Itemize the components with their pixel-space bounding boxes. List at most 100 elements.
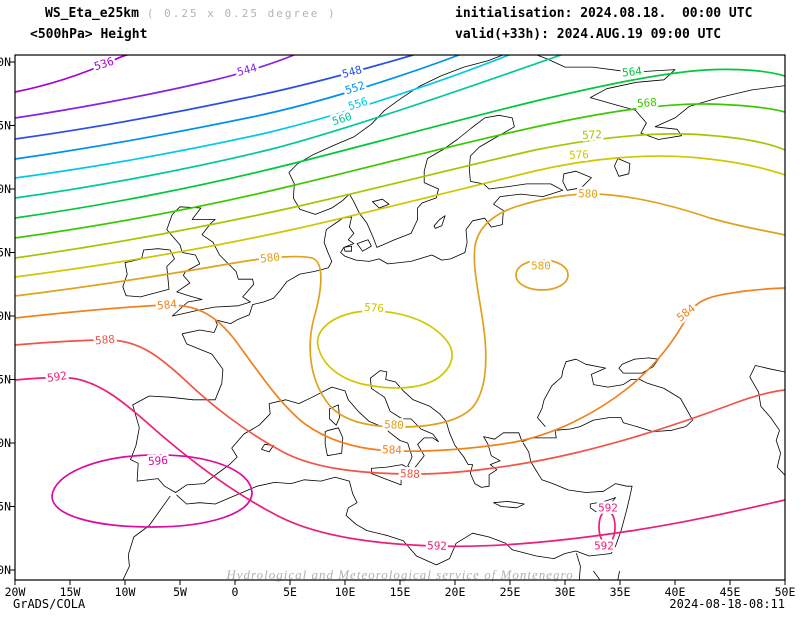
contour-label-568: 568 [637, 96, 658, 110]
x-tick-label: 15E [390, 585, 411, 599]
coastline-gulf-of-aqaba [617, 570, 620, 580]
contour-labels-layer: 536 544 5485525565605645685725765765805805… [44, 55, 701, 555]
contour-line-564 [15, 68, 785, 219]
contour-label-592: 592 [598, 502, 618, 515]
x-tick-label: 20E [445, 585, 466, 599]
contour-line-584 [15, 287, 785, 453]
contours-layer [15, 55, 785, 548]
coastline-lake-onega [614, 158, 631, 177]
x-tick-label: 0 [232, 585, 239, 599]
contour-line-572 [15, 133, 785, 259]
header-title-line: WS_Eta_e25km ( 0.25 x 0.25 degree ) [45, 6, 337, 21]
contour-label-592: 592 [594, 540, 614, 553]
y-tick-label: 30N [0, 563, 11, 577]
x-tick-label: 40E [665, 585, 686, 599]
contour-line-592 [598, 510, 616, 544]
coastline-gotland [433, 215, 446, 229]
creation-timestamp: 2024-08-18-08:11 [669, 597, 785, 611]
x-tick-label: 35E [610, 585, 631, 599]
x-tick-label: 25E [500, 585, 521, 599]
coastline-crete [493, 501, 525, 509]
x-tick-label: 45E [720, 585, 741, 599]
contour-line-596 [51, 454, 253, 528]
coastline-funen [343, 245, 352, 252]
x-tick-label: 30E [555, 585, 576, 599]
coastline-sicily [371, 464, 407, 486]
contour-line-556 [15, 55, 510, 179]
coastline-great-britain [166, 206, 255, 317]
coastline-corsica [329, 404, 340, 426]
contour-line-560 [15, 55, 562, 199]
contour-line-536 [15, 55, 128, 93]
x-tick-label: 15W [60, 585, 81, 599]
contour-label-580: 580 [259, 250, 280, 265]
coastline-white-sea-kola [535, 55, 785, 140]
y-tick-label: 40N [0, 436, 11, 450]
field-title: <500hPa> Height [30, 27, 148, 42]
contour-label-544: 544 [236, 61, 259, 79]
contour-line-544 [15, 55, 295, 119]
coastline-sardinia [324, 427, 344, 457]
y-tick-label: 35N [0, 500, 11, 514]
coastline-gulf-of-suez [593, 570, 601, 580]
contour-label-584: 584 [156, 297, 177, 312]
contour-line-592 [15, 376, 785, 548]
contour-label-564: 564 [621, 64, 642, 79]
contour-line-568 [15, 103, 785, 239]
y-tick-label: 45N [0, 373, 11, 387]
model-title: WS_Eta_e25km [45, 6, 139, 21]
contour-label-588: 588 [400, 467, 420, 481]
contour-label-572: 572 [582, 128, 602, 142]
coastline-mallorca [261, 443, 274, 453]
coastline-turkey-levant-africa [176, 442, 633, 566]
contour-line-580 [15, 193, 785, 428]
y-tick-label: 70N [0, 55, 11, 69]
contour-line-580 [515, 259, 569, 291]
resolution-note: ( 0.25 x 0.25 degree ) [146, 7, 337, 20]
coastline-lake-vanern [372, 198, 390, 209]
contour-label-580: 580 [578, 187, 598, 201]
contour-label-576: 576 [364, 301, 385, 315]
x-tick-label: 5E [283, 585, 297, 599]
contour-label-588: 588 [95, 333, 116, 348]
grads-credit: GrADS/COLA [13, 597, 86, 611]
contour-label-592: 592 [46, 369, 67, 385]
y-tick-label: 55N [0, 246, 11, 260]
coastline-cyprus [589, 497, 616, 512]
contour-label-584: 584 [674, 302, 698, 325]
contour-line-588 [15, 339, 785, 475]
contour-label-552: 552 [344, 79, 367, 97]
init-time: initialisation: 2024.08.18. 00:00 UTC [455, 6, 753, 21]
contour-label-548: 548 [341, 63, 364, 81]
coastline-zealand [356, 239, 372, 252]
x-tick-label: 10W [115, 585, 136, 599]
x-tick-label: 5W [173, 585, 187, 599]
coastline-mediterranean-north [175, 370, 693, 493]
contour-line-548 [15, 55, 414, 140]
coastline-nile-river [576, 553, 581, 580]
y-tick-label: 60N [0, 182, 11, 196]
contour-label-556: 556 [347, 95, 370, 113]
contour-line-576 [316, 310, 453, 389]
y-tick-label: 65N [0, 119, 11, 133]
valid-time: valid(+33h): 2024.AUG.19 09:00 UTC [455, 27, 722, 42]
coastline-morocco-atlantic [122, 495, 171, 580]
x-tick-label: 50E [775, 585, 796, 599]
watermark: Hydrological and Meteorological service … [225, 567, 573, 582]
x-tick-label: 20W [5, 585, 26, 599]
coastline-lake-ladoga [562, 170, 592, 191]
coastline-black-sea-north [537, 358, 693, 427]
coastline-ireland [122, 248, 175, 298]
x-axis: 20W 15W 10W 5W 0 5E 10E 15E 20E 25E 30E 35E 40E 45E 50… [5, 580, 796, 599]
contour-label-584: 584 [382, 443, 403, 457]
y-tick-label: 50N [0, 309, 11, 323]
contour-line-576 [15, 155, 785, 278]
contour-label-580: 580 [531, 260, 551, 273]
contour-label-580: 580 [384, 418, 404, 432]
contour-label-592: 592 [427, 539, 447, 553]
y-axis: 70N 65N 60N 55N 50N 45N 40N 35N 30N [0, 55, 15, 577]
contour-label-596: 596 [148, 454, 169, 468]
coastline-caspian-west [749, 365, 785, 476]
